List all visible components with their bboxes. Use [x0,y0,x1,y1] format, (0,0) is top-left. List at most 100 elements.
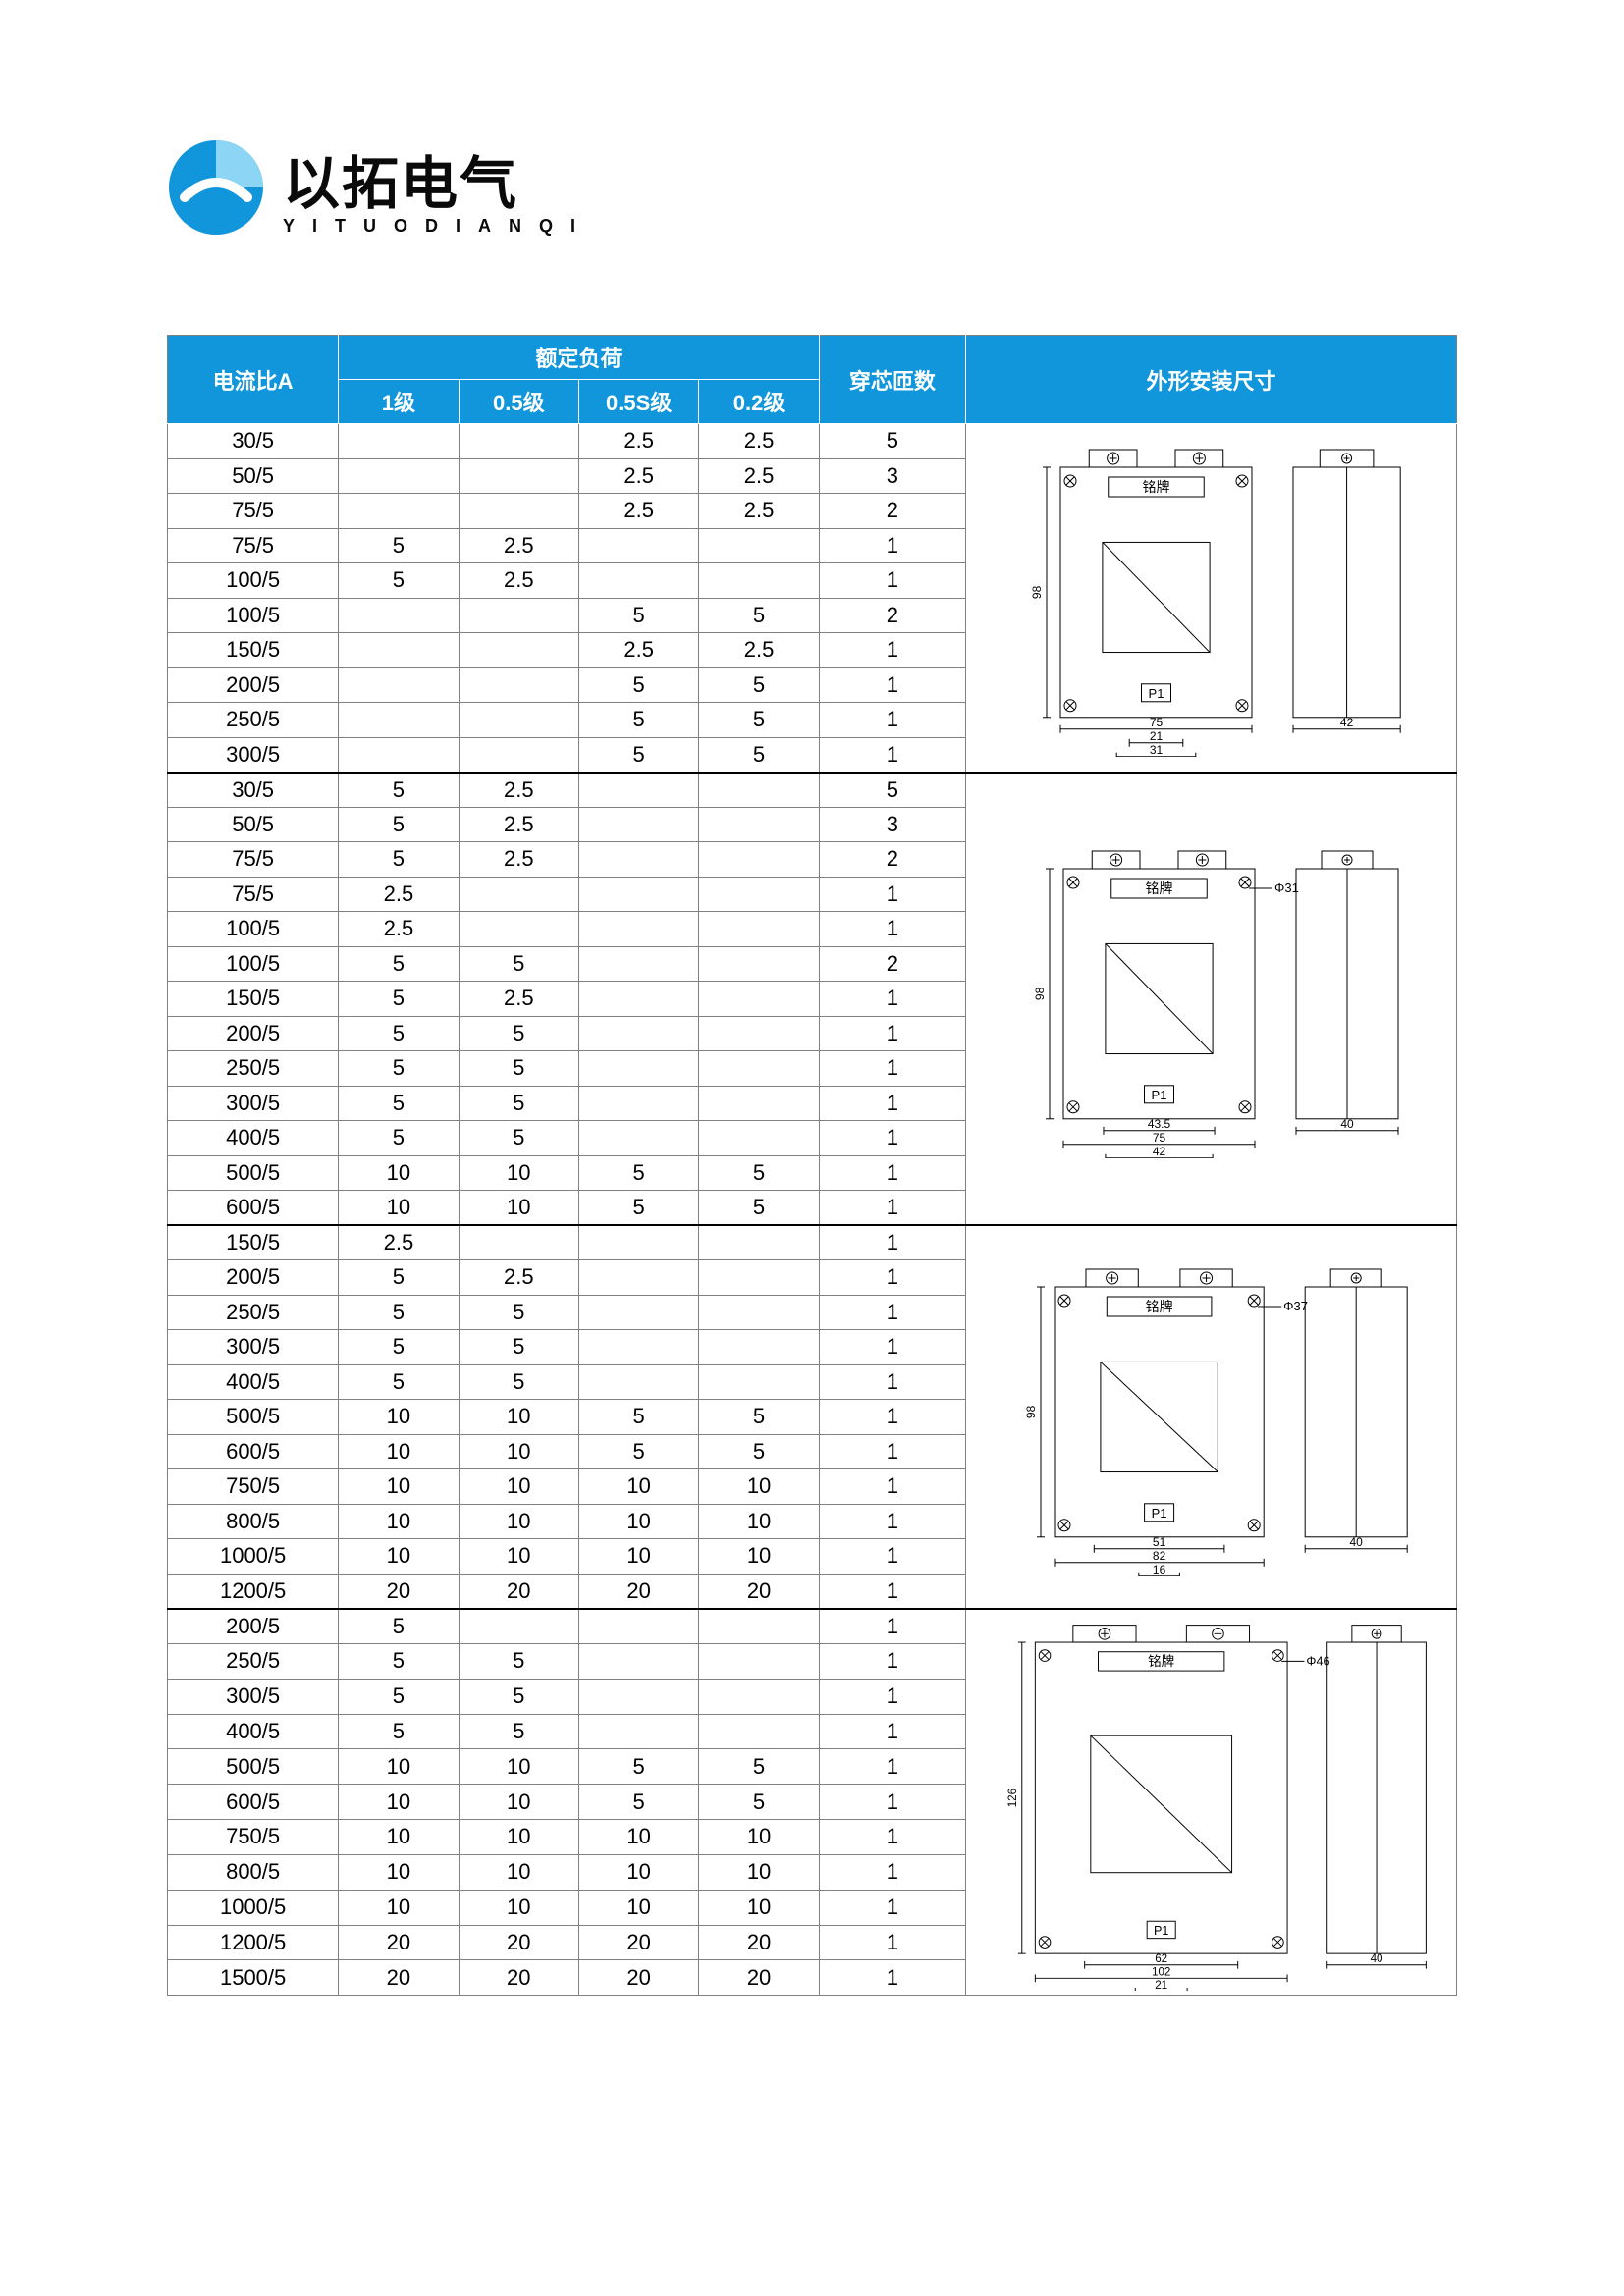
svg-text:P1: P1 [1152,1506,1167,1521]
cell-level-05s [578,1051,698,1087]
cell-ratio: 150/5 [168,1225,339,1260]
cell-level-02: 5 [699,1785,819,1820]
cell-level-02: 20 [699,1960,819,1996]
cell-ratio: 600/5 [168,1785,339,1820]
cell-level-05s [578,528,698,563]
cell-level-05: 5 [459,1086,578,1121]
cell-level-02 [699,1643,819,1679]
cell-turns: 1 [819,1785,965,1820]
svg-text:98: 98 [1024,1405,1038,1418]
cell-ratio: 800/5 [168,1854,339,1890]
cell-level-02: 2.5 [699,424,819,459]
cell-ratio: 400/5 [168,1714,339,1749]
cell-level-05s [578,1330,698,1365]
outline-diagram: 铭牌P1Φ375182169840 [966,1225,1457,1609]
cell-level-05: 5 [459,1295,578,1330]
cell-level-05s: 2.5 [578,633,698,668]
cell-level-05 [459,703,578,738]
cell-turns: 1 [819,737,965,773]
cell-level-05: 2.5 [459,982,578,1017]
cell-turns: 1 [819,1643,965,1679]
cell-level-05s [578,807,698,842]
cell-turns: 1 [819,912,965,947]
cell-level-05s: 5 [578,1155,698,1191]
cell-level-1: 5 [339,1051,459,1087]
cell-ratio: 400/5 [168,1121,339,1156]
cell-turns: 1 [819,1051,965,1087]
svg-text:42: 42 [1340,716,1354,729]
svg-text:铭牌: 铭牌 [1148,1653,1174,1669]
cell-level-05s: 5 [578,598,698,633]
cell-level-02: 10 [699,1539,819,1575]
cell-level-1: 10 [339,1854,459,1890]
cell-level-05s: 2.5 [578,424,698,459]
cell-turns: 1 [819,1960,965,1996]
svg-text:21: 21 [1155,1978,1167,1991]
cell-turns: 1 [819,877,965,912]
cell-ratio: 100/5 [168,598,339,633]
cell-level-1: 5 [339,807,459,842]
cell-level-05s [578,982,698,1017]
cell-level-1: 10 [339,1890,459,1925]
cell-level-1: 5 [339,982,459,1017]
cell-level-02: 2.5 [699,458,819,494]
cell-turns: 1 [819,1121,965,1156]
cell-level-05: 2.5 [459,807,578,842]
cell-level-05 [459,494,578,529]
cell-turns: 1 [819,1330,965,1365]
cell-level-05s: 5 [578,1785,698,1820]
cell-turns: 1 [819,1016,965,1051]
cell-level-05s: 5 [578,703,698,738]
cell-level-02 [699,842,819,878]
th-level-05: 0.5级 [459,380,578,424]
cell-ratio: 300/5 [168,737,339,773]
cell-level-02: 5 [699,667,819,703]
cell-ratio: 250/5 [168,1051,339,1087]
cell-level-05s [578,1225,698,1260]
cell-level-1: 5 [339,528,459,563]
cell-level-05: 10 [459,1539,578,1575]
table-row: 30/52.52.55铭牌P17521319842 [168,424,1457,459]
cell-level-05s: 5 [578,1191,698,1226]
cell-turns: 2 [819,598,965,633]
cell-level-02 [699,1225,819,1260]
th-level-05s: 0.5S级 [578,380,698,424]
cell-level-02: 5 [699,1434,819,1469]
svg-text:126: 126 [1006,1788,1019,1806]
cell-ratio: 250/5 [168,703,339,738]
cell-turns: 1 [819,1225,965,1260]
cell-turns: 1 [819,703,965,738]
th-rated-load: 额定负荷 [339,336,820,380]
outline-diagram: 铭牌P1Φ46621022112640 [966,1609,1457,1996]
cell-turns: 1 [819,1854,965,1890]
cell-ratio: 50/5 [168,807,339,842]
svg-text:40: 40 [1349,1535,1363,1549]
cell-turns: 1 [819,1364,965,1400]
table-header: 电流比A 额定负荷 穿芯匝数 外形安装尺寸 1级 0.5级 0.5S级 0.2级 [168,336,1457,424]
outline-diagram: 铭牌P1Φ3143.575429840 [966,773,1457,1226]
cell-level-05s: 20 [578,1960,698,1996]
cell-turns: 1 [819,528,965,563]
cell-ratio: 1000/5 [168,1890,339,1925]
cell-level-05s [578,563,698,599]
cell-level-02 [699,528,819,563]
cell-ratio: 750/5 [168,1820,339,1855]
svg-text:42: 42 [1153,1145,1166,1158]
svg-text:21: 21 [1150,729,1164,743]
cell-level-1 [339,424,459,459]
cell-ratio: 75/5 [168,877,339,912]
cell-level-05 [459,458,578,494]
svg-text:102: 102 [1152,1965,1170,1978]
cell-level-05s: 5 [578,1434,698,1469]
svg-text:98: 98 [1030,586,1044,600]
cell-level-05s: 10 [578,1504,698,1539]
cell-level-05 [459,598,578,633]
cell-level-05: 10 [459,1155,578,1191]
cell-turns: 3 [819,807,965,842]
cell-level-02 [699,1121,819,1156]
cell-ratio: 200/5 [168,1609,339,1644]
cell-ratio: 100/5 [168,563,339,599]
cell-level-1: 5 [339,1609,459,1644]
cell-level-05: 5 [459,1016,578,1051]
cell-level-1: 2.5 [339,1225,459,1260]
